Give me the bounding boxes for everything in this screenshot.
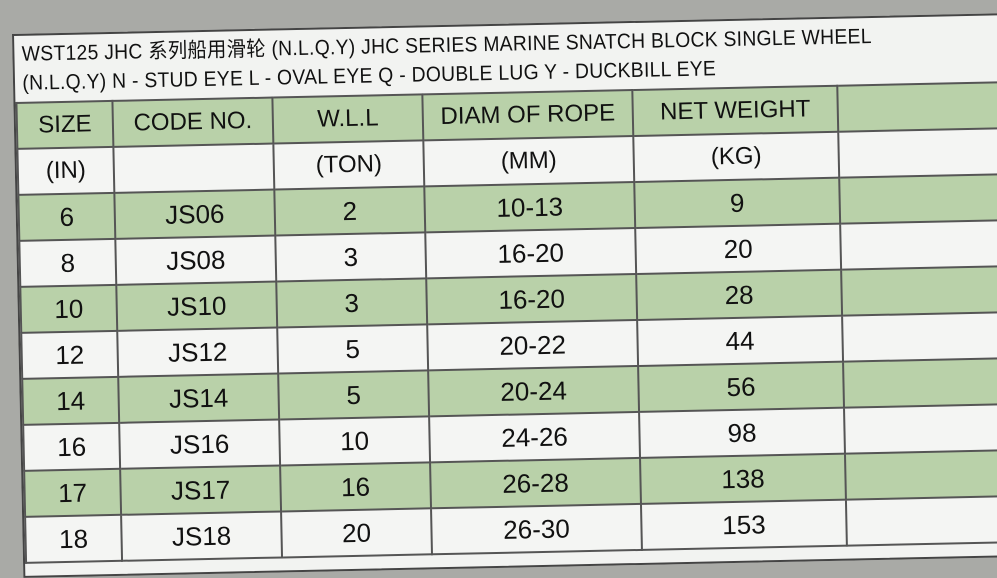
table-cell: 17 bbox=[24, 468, 122, 517]
table-cell: 2 bbox=[274, 186, 426, 236]
table-cell bbox=[840, 219, 997, 270]
table-cell: 18 bbox=[25, 514, 123, 563]
table-cell: 56 bbox=[638, 361, 845, 412]
table-cell: 5 bbox=[277, 324, 429, 374]
table-cell: (IN) bbox=[17, 146, 115, 195]
table-cell: 16-20 bbox=[425, 227, 637, 279]
table-cell: JS08 bbox=[115, 235, 277, 285]
table-cell: 24-26 bbox=[429, 411, 641, 463]
table-cell: 10 bbox=[279, 416, 431, 466]
table-cell: W.L.L bbox=[272, 94, 424, 144]
table-cell: 6 bbox=[18, 192, 116, 241]
table-cell: JS06 bbox=[114, 189, 276, 239]
table-cell bbox=[839, 174, 997, 224]
table-cell: 8 bbox=[19, 238, 117, 287]
table-cell: SIZE bbox=[16, 100, 114, 149]
table-cell bbox=[844, 449, 997, 500]
table-cell: 98 bbox=[639, 407, 845, 458]
table-cell: 10 bbox=[20, 284, 118, 333]
table-cell: 20 bbox=[281, 508, 432, 558]
table-cell: 138 bbox=[640, 453, 846, 504]
table-cell: 5 bbox=[278, 370, 430, 420]
table-cell: JS12 bbox=[117, 327, 279, 377]
table-cell: JS10 bbox=[116, 281, 278, 331]
table-cell: 3 bbox=[276, 278, 428, 328]
table-cell: 3 bbox=[275, 232, 427, 282]
table-cell: JS14 bbox=[118, 373, 280, 423]
table-cell: 20-22 bbox=[427, 319, 639, 371]
table-cell bbox=[842, 311, 997, 362]
table-cell: 12 bbox=[21, 330, 119, 379]
table-cell: (KG) bbox=[633, 131, 840, 183]
table-cell bbox=[845, 495, 997, 546]
spec-sheet: WST125 JHC 系列船用滑轮 (N.L.Q.Y) JHC SERIES M… bbox=[12, 12, 997, 578]
table-cell: 26-30 bbox=[431, 503, 642, 555]
table-cell: DIAM OF ROPE bbox=[422, 90, 634, 141]
table-cell bbox=[843, 357, 997, 408]
table-cell: JS16 bbox=[119, 419, 281, 469]
table-cell bbox=[838, 128, 997, 178]
table-cell: 16 bbox=[280, 462, 432, 512]
table-cell bbox=[844, 403, 997, 454]
table-cell: 16-20 bbox=[426, 273, 638, 325]
table-cell: 16 bbox=[23, 422, 121, 471]
table-cell: 26-28 bbox=[430, 457, 641, 509]
table-cell: CODE NO. bbox=[112, 97, 274, 147]
table-cell: 20 bbox=[635, 223, 842, 274]
table-cell: (MM) bbox=[423, 136, 635, 187]
table-cell bbox=[113, 143, 275, 193]
table-cell bbox=[837, 82, 997, 132]
table-cell: 28 bbox=[636, 269, 843, 320]
table-cell: 153 bbox=[640, 499, 847, 550]
spec-table: SIZE CODE NO. W.L.L DIAM OF ROPE NET WEIGHT(… bbox=[15, 81, 997, 564]
table-cell: 20-24 bbox=[428, 365, 640, 417]
table-cell: 44 bbox=[637, 315, 844, 366]
table-cell: NET WEIGHT bbox=[632, 85, 839, 137]
table-cell bbox=[841, 265, 997, 316]
table-cell: (TON) bbox=[273, 140, 425, 190]
table-cell: 10-13 bbox=[424, 182, 636, 233]
table-cell: JS18 bbox=[121, 511, 283, 561]
table-cell: 14 bbox=[22, 376, 120, 425]
table-cell: JS17 bbox=[120, 465, 282, 515]
table-cell: 9 bbox=[634, 177, 841, 228]
